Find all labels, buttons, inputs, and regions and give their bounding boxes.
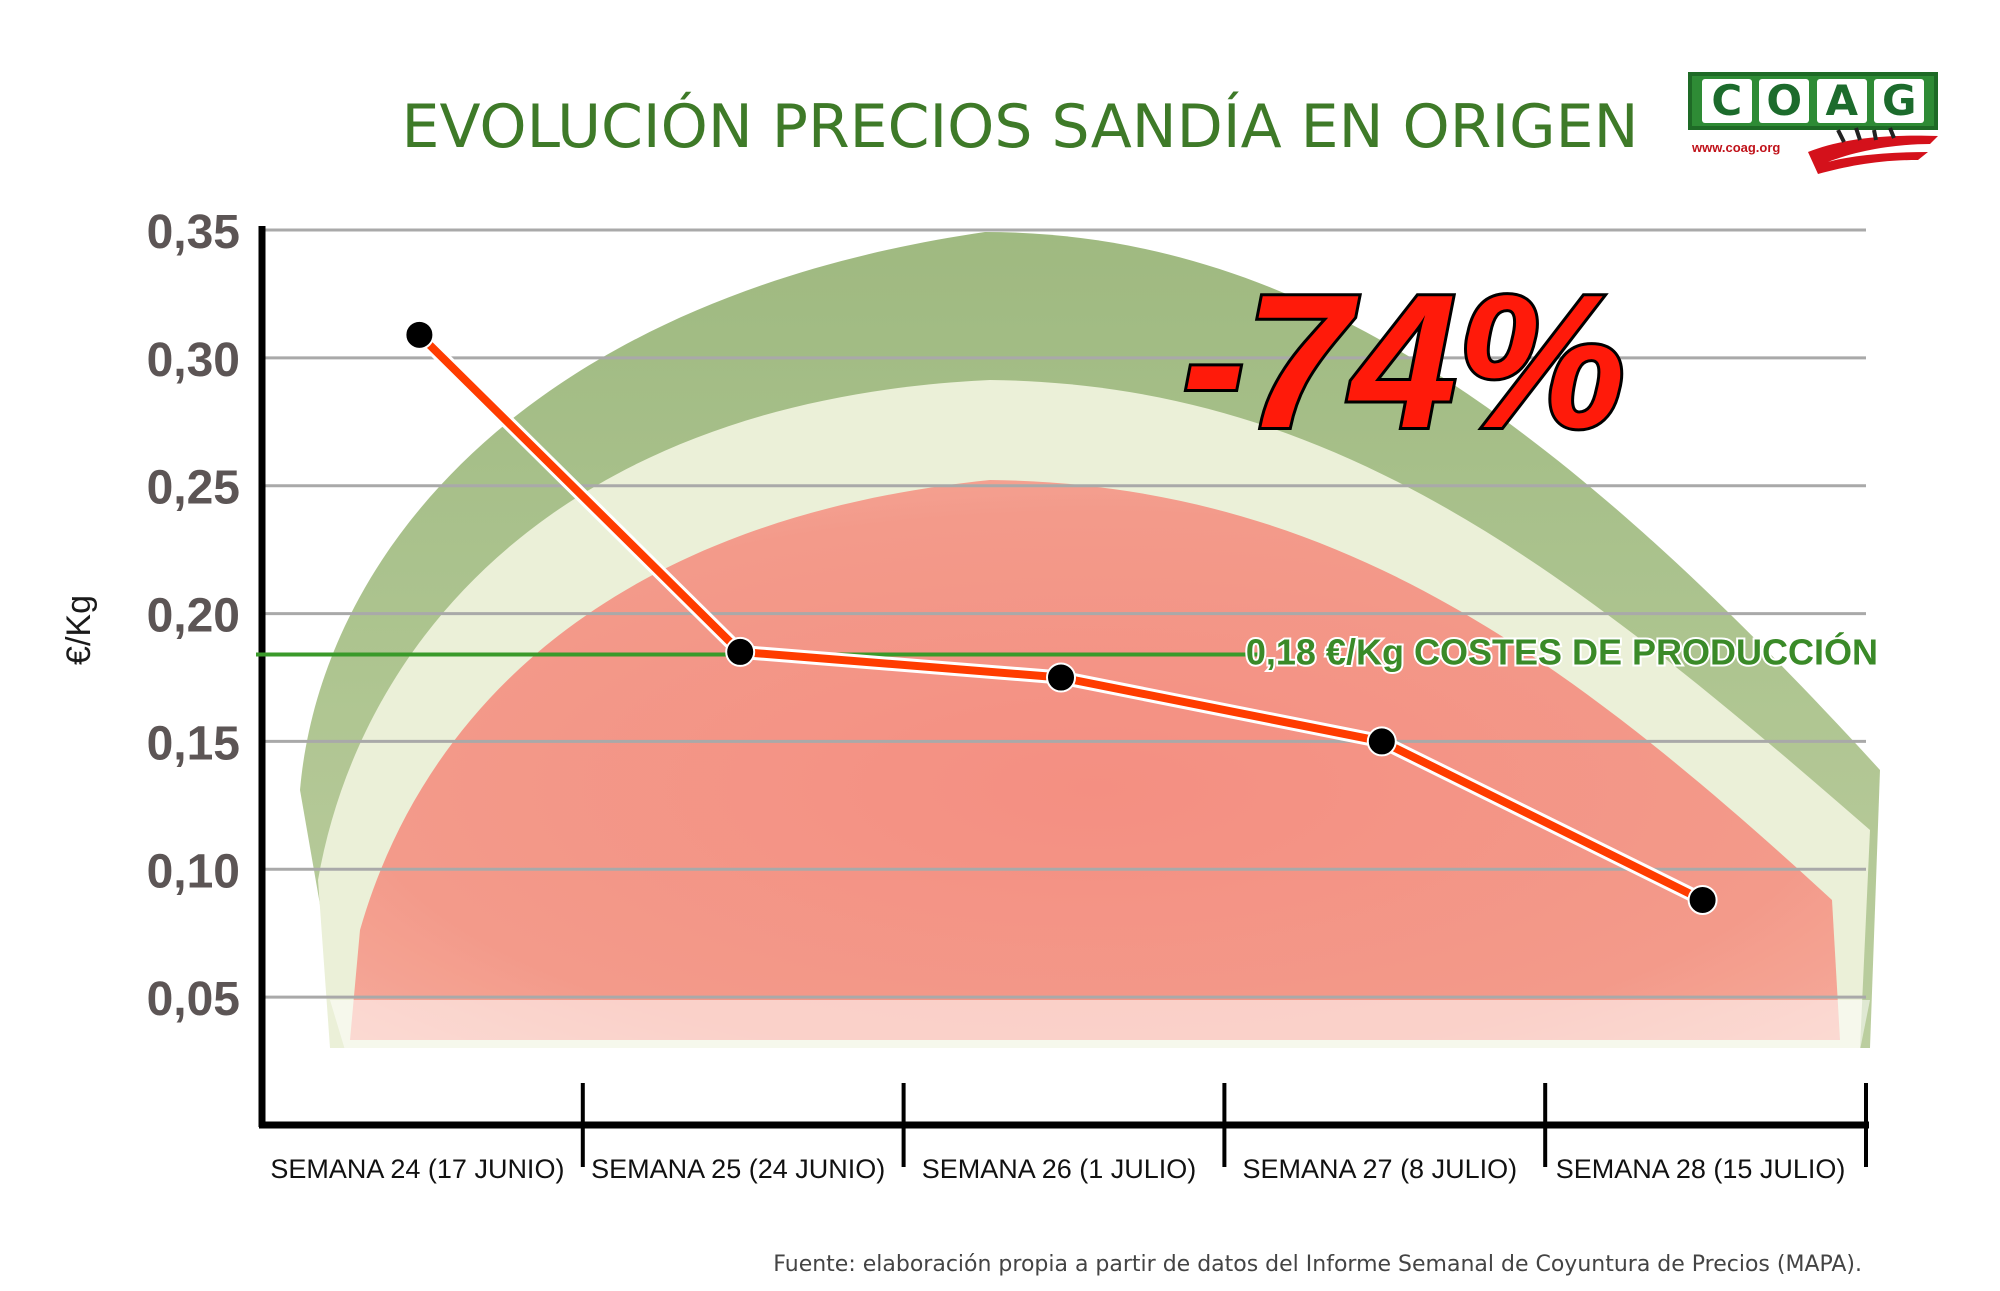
axes <box>258 226 1869 1167</box>
data-point <box>1687 884 1718 915</box>
logo-brush-icon <box>1808 127 1938 174</box>
y-tick-label: 0,35 <box>147 206 240 259</box>
logo-letter: C <box>1701 79 1752 123</box>
x-tick-label: SEMANA 24 (17 JUNIO) <box>270 1154 564 1184</box>
chart-title: EVOLUCIÓN PRECIOS SANDÍA EN ORIGEN <box>401 92 1639 162</box>
data-point <box>1366 726 1397 757</box>
y-tick-label: 0,15 <box>147 717 240 770</box>
watermelon-flesh <box>350 480 1840 1040</box>
cost-reference-label: 0,18 €/Kg COSTES DE PRODUCCIÓN <box>1246 630 1878 672</box>
x-tick-label: SEMANA 26 (1 JULIO) <box>922 1154 1197 1184</box>
x-tick-label: SEMANA 25 (24 JUNIO) <box>591 1154 885 1184</box>
x-tick-label: SEMANA 28 (15 JULIO) <box>1556 1154 1846 1184</box>
data-point <box>404 319 435 350</box>
logo-letters: C O A G <box>1688 72 1938 130</box>
logo-letter: A <box>1816 79 1867 123</box>
watermelon-bottom-fade <box>330 1000 1870 1050</box>
y-tick-label: 0,20 <box>147 590 240 643</box>
series-line <box>404 319 1718 915</box>
logo-url: www.coag.org <box>1692 140 1781 155</box>
y-axis-label: €/Kg <box>60 595 98 665</box>
percentage-drop-label: -74% <box>1182 256 1626 468</box>
y-tick-label: 0,10 <box>147 845 240 898</box>
grid-lines <box>262 228 1866 999</box>
x-tick-label: SEMANA 27 (8 JULIO) <box>1243 1154 1518 1184</box>
source-note: Fuente: elaboración propia a partir de d… <box>773 1252 1862 1277</box>
watermelon-illustration <box>300 232 1880 1050</box>
data-point <box>1046 662 1076 693</box>
coag-logo: C O A G www.coag.org <box>1688 72 1958 174</box>
cost-reference: 0,18 €/Kg COSTES DE PRODUCCIÓN <box>256 628 1880 674</box>
y-tick-label: 0,25 <box>147 462 240 515</box>
y-tick-label: 0,30 <box>147 334 240 387</box>
logo-letter: G <box>1874 79 1925 123</box>
logo-letter: O <box>1759 79 1810 123</box>
tick-labels: 0,05 0,10 0,15 0,20 0,25 0,30 0,35 SEMANA 24 (1… <box>147 206 1846 1184</box>
y-tick-label: 0,05 <box>147 973 240 1026</box>
data-point <box>725 636 756 667</box>
